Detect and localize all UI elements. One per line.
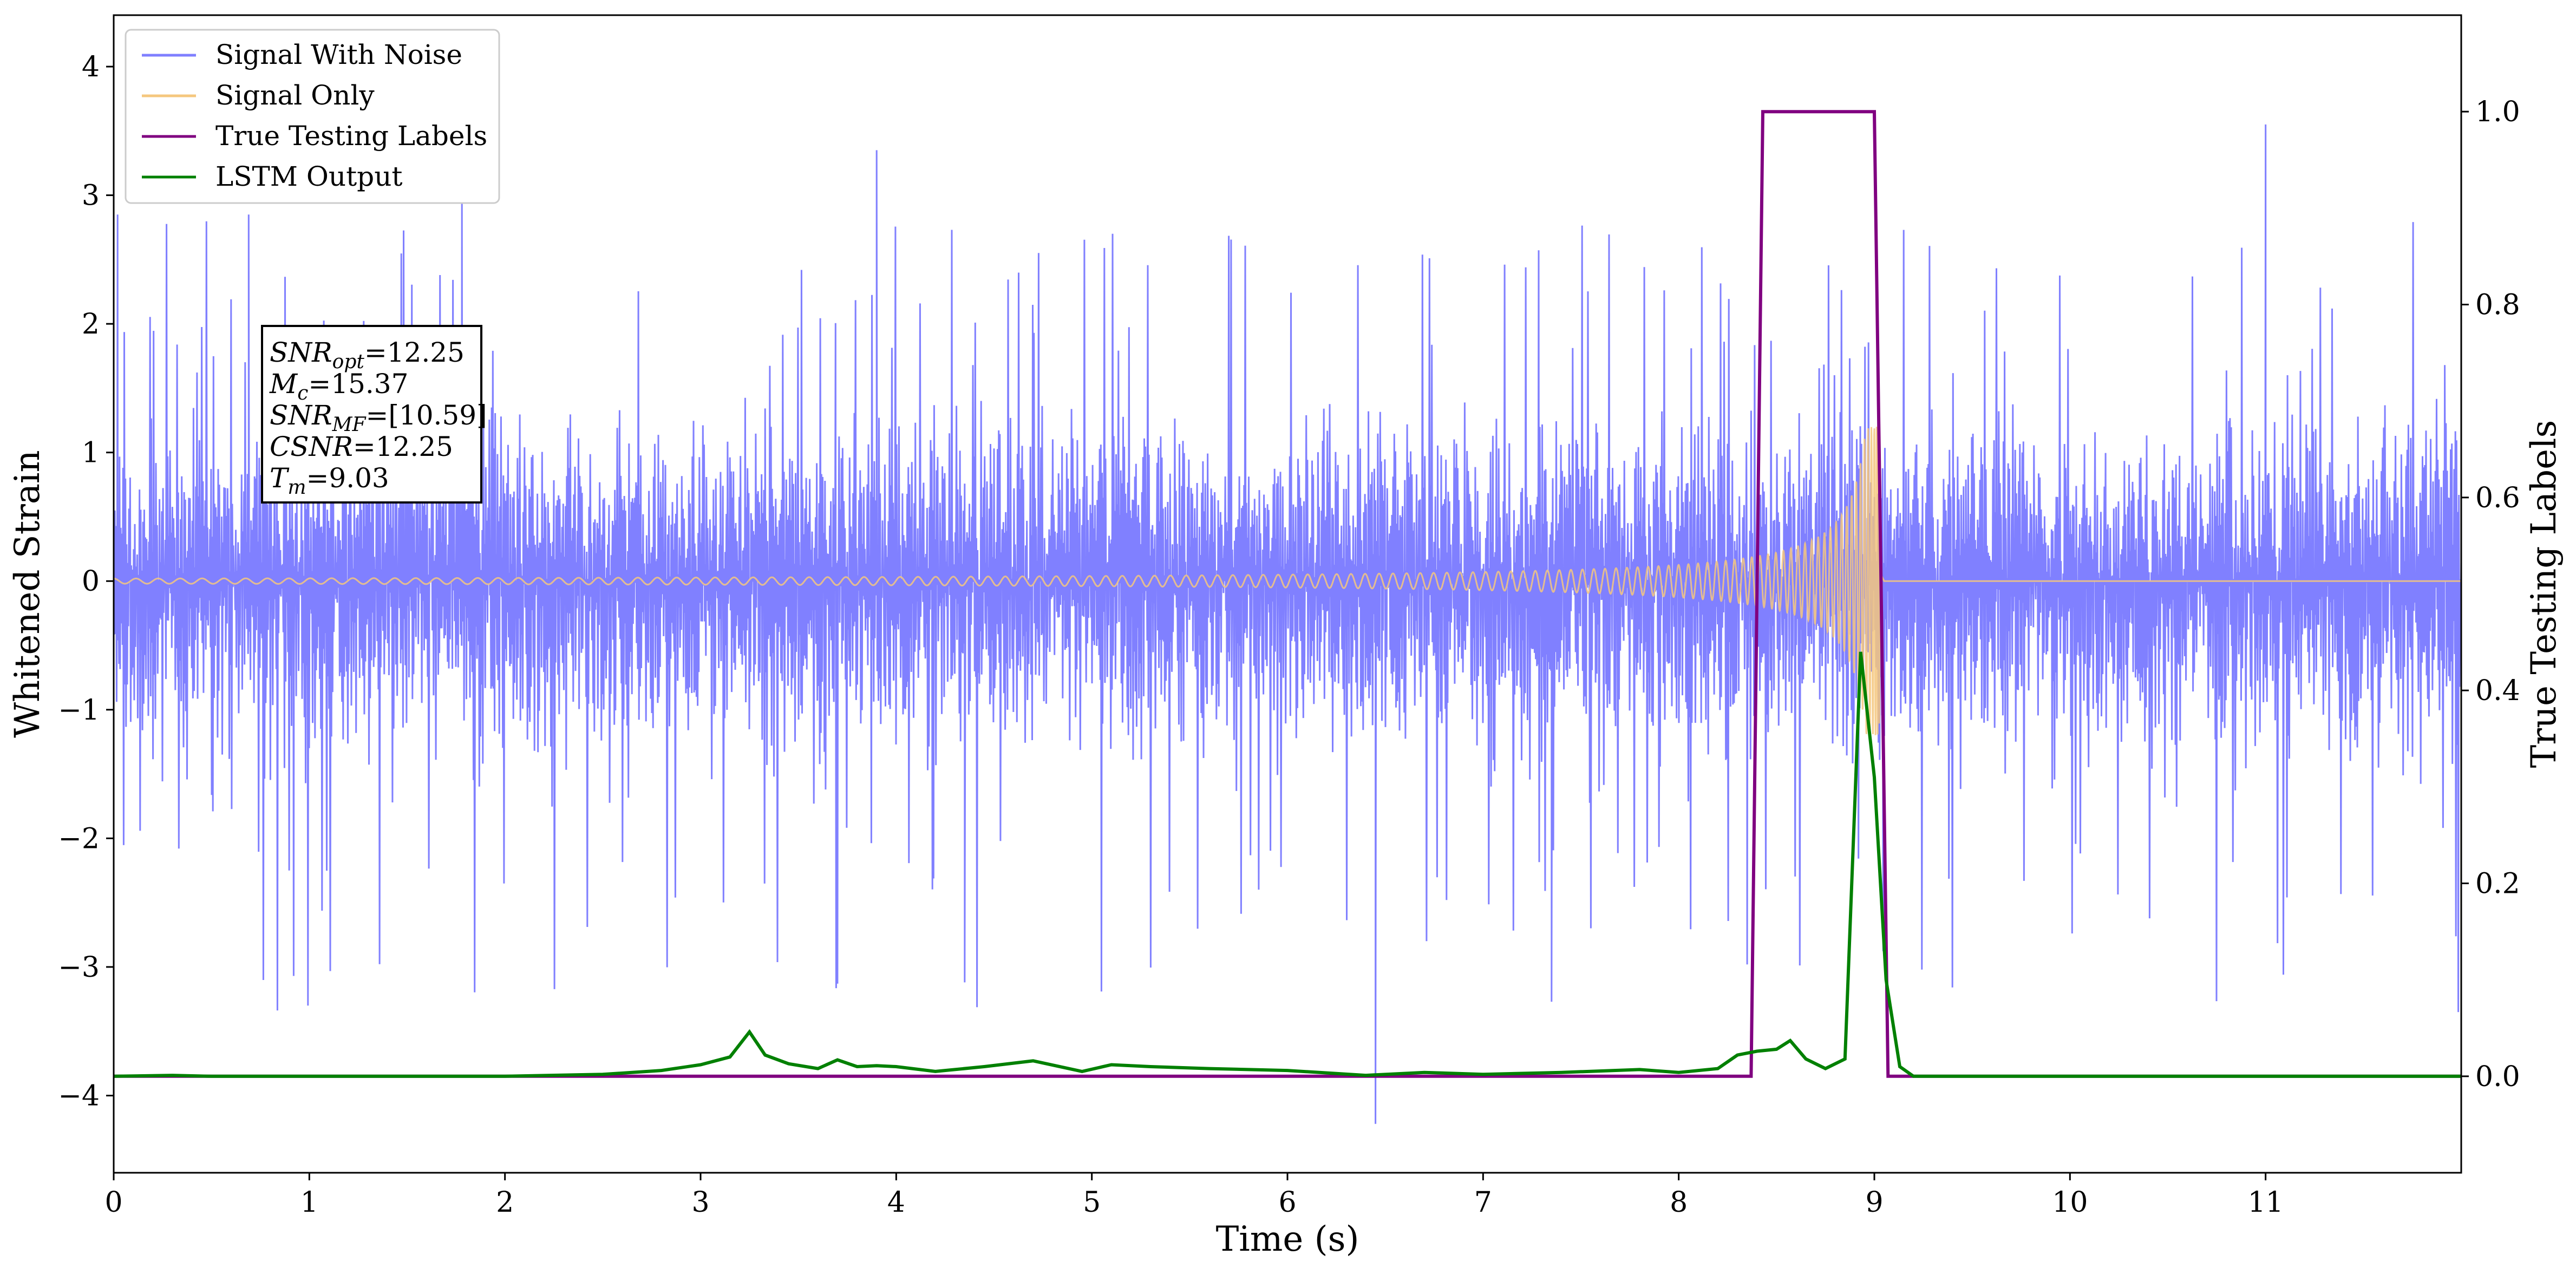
x-axis-title: Time (s) [1216,1219,1359,1259]
y-right-tick-label: 0.6 [2475,482,2520,514]
series-signal-only [114,427,2461,736]
y-right-tick-label: 0.8 [2475,289,2520,322]
x-tick-label: 1 [300,1186,318,1219]
x-tick-label: 11 [2248,1186,2284,1219]
y-right-tick-label: 1.0 [2475,96,2520,128]
x-tick-label: 3 [691,1186,709,1219]
x-tick-label: 5 [1083,1186,1101,1219]
annotation-box: SNRopt=12.25Mc=15.37SNRMF=[10.59]CSNR=12… [261,325,487,504]
y-left-tick-label: −4 [58,1080,100,1112]
y-left-tick-label: 1 [82,437,100,469]
legend-box [125,29,500,204]
y-left-tick-label: 2 [82,308,100,341]
annotation-line: Tm=9.03 [270,462,389,499]
y-right-tick-label: 0.0 [2475,1061,2520,1093]
legend-label-signal-with-noise: Signal With Noise [215,39,462,70]
legend: Signal With Noise Signal Only True Testi… [125,29,500,204]
annotation-line: CSNR=12.25 [270,431,453,462]
y-right-tick-label: 0.4 [2475,675,2520,707]
x-tick-label: 4 [887,1186,905,1219]
annotation-line: Mc=15.37 [269,368,408,404]
y-left-tick-label: −1 [58,694,100,727]
annotation-frame [261,325,482,504]
legend-label-lstm-output: LSTM Output [215,161,402,192]
legend-label-signal-only: Signal Only [215,80,375,111]
y-axis-right-title: True Testing Labels [2524,420,2564,768]
series-lstm-output [114,651,2461,1078]
y-left-tick-label: 3 [82,180,100,212]
y-left-tick-label: −3 [58,951,100,984]
x-tick-label: 6 [1278,1186,1296,1219]
y-right-tick-label: 0.2 [2475,868,2520,900]
x-tick-label: 0 [104,1186,122,1219]
x-tick-label: 2 [496,1186,514,1219]
x-tick-label: 9 [1865,1186,1883,1219]
y-left-tick-label: −2 [58,822,100,855]
series-layer [114,110,2461,1124]
annotation-line: SNRMF=[10.59] [270,400,487,436]
y-left-tick-label: 4 [82,51,100,83]
y-left-tick-label: 0 [82,565,100,598]
legend-label-true-testing-labels: True Testing Labels [215,120,487,152]
series-signal-with-noise [114,124,2461,1124]
x-tick-label: 8 [1670,1186,1688,1219]
annotation-line: SNRopt=12.25 [270,337,465,373]
x-tick-label: 10 [2052,1186,2088,1219]
ticks-layer: 0 1 2 3 4 5 6 7 8 9 10 11 −4 −3 −2 −1 0 1 2 3 4 0.0 0.2 0.4 0.6 0… [58,51,2520,1219]
x-tick-label: 7 [1474,1186,1492,1219]
y-axis-left-title: Whitened Strain [8,450,48,737]
